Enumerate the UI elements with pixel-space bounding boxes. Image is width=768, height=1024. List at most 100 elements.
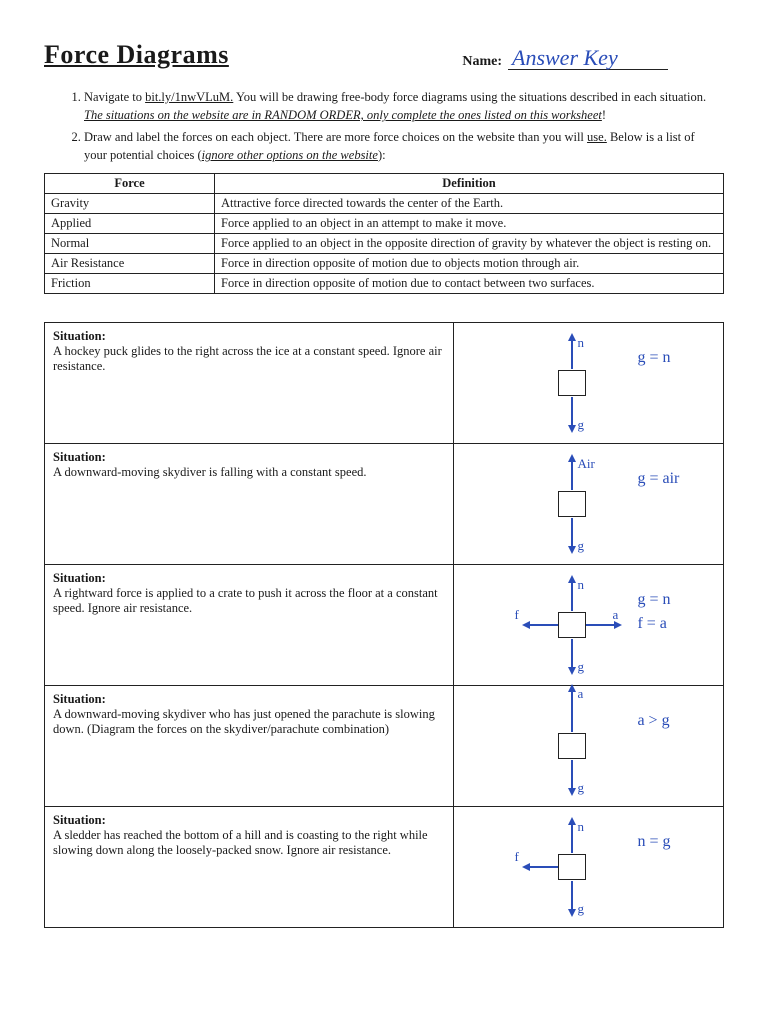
name-line: Answer Key	[508, 48, 668, 70]
situation-row: Situation:A sledder has reached the bott…	[45, 806, 724, 927]
def-force: Gravity	[45, 193, 215, 213]
arrow-label-down: g	[577, 417, 584, 433]
situation-label: Situation:	[53, 813, 445, 828]
arrow-label-left: f	[514, 607, 518, 623]
arrowhead-left	[522, 863, 530, 871]
equation-annotation: g = n	[637, 349, 670, 367]
arrow-up	[571, 581, 573, 611]
equation-annotation: g = air	[637, 470, 679, 488]
object-box	[558, 370, 586, 396]
diagram-cell: n g g = n	[454, 322, 724, 443]
def-definition: Attractive force directed towards the ce…	[215, 193, 724, 213]
name-field: Name: Answer Key	[462, 48, 668, 70]
arrow-down	[571, 518, 573, 548]
situation-text-cell: Situation:A rightward force is applied t…	[45, 564, 454, 685]
situation-description: A downward-moving skydiver is falling wi…	[53, 465, 445, 480]
instruction-1: Navigate to bit.ly/1nwVLuM. You will be …	[84, 88, 718, 124]
page-title: Force Diagrams	[44, 40, 229, 70]
object-box	[558, 733, 586, 759]
def-row: GravityAttractive force directed towards…	[45, 193, 724, 213]
situation-text-cell: Situation:A hockey puck glides to the ri…	[45, 322, 454, 443]
arrow-label-left: f	[514, 849, 518, 865]
arrow-down	[571, 760, 573, 790]
situation-text-cell: Situation:A downward-moving skydiver is …	[45, 443, 454, 564]
situation-description: A hockey puck glides to the right across…	[53, 344, 445, 374]
situation-label: Situation:	[53, 571, 445, 586]
def-definition: Force in direction opposite of motion du…	[215, 273, 724, 293]
situation-text-cell: Situation:A downward-moving skydiver who…	[45, 685, 454, 806]
object-box	[558, 612, 586, 638]
arrow-label-up: n	[577, 335, 584, 351]
arrowhead-down	[568, 425, 576, 433]
force-definition-table: Force Definition GravityAttractive force…	[44, 173, 724, 294]
arrowhead-up	[568, 454, 576, 462]
arrowhead-left	[522, 621, 530, 629]
object-box	[558, 854, 586, 880]
object-box	[558, 491, 586, 517]
def-row: AppliedForce applied to an object in an …	[45, 213, 724, 233]
arrowhead-down	[568, 667, 576, 675]
arrow-label-down: g	[577, 538, 584, 554]
diagram-cell: Air g g = air	[454, 443, 724, 564]
def-row: FrictionForce in direction opposite of m…	[45, 273, 724, 293]
arrow-label-down: g	[577, 659, 584, 675]
arrow-label-up: Air	[577, 456, 594, 472]
def-force: Air Resistance	[45, 253, 215, 273]
situation-label: Situation:	[53, 329, 445, 344]
situation-description: A downward-moving skydiver who has just …	[53, 707, 445, 737]
situation-label: Situation:	[53, 692, 445, 707]
arrow-right	[586, 624, 616, 626]
arrow-up	[571, 690, 573, 732]
situations-table: Situation:A hockey puck glides to the ri…	[44, 322, 724, 928]
name-label: Name:	[462, 54, 502, 70]
arrow-down	[571, 397, 573, 427]
free-body-diagram: Air g g = air	[462, 450, 715, 558]
title-row: Force Diagrams Name: Answer Key	[44, 40, 728, 70]
arrow-up	[571, 823, 573, 853]
arrow-label-down: g	[577, 901, 584, 917]
arrow-label-down: g	[577, 780, 584, 796]
arrow-left	[528, 866, 558, 868]
def-force: Friction	[45, 273, 215, 293]
arrow-label-up: n	[577, 819, 584, 835]
def-row: Air ResistanceForce in direction opposit…	[45, 253, 724, 273]
arrow-label-right: a	[612, 607, 618, 623]
answer-key-name: Answer Key	[512, 45, 618, 71]
def-row: NormalForce applied to an object in the …	[45, 233, 724, 253]
def-definition: Force in direction opposite of motion du…	[215, 253, 724, 273]
instructions-list: Navigate to bit.ly/1nwVLuM. You will be …	[84, 88, 718, 165]
def-header-definition: Definition	[215, 173, 724, 193]
arrowhead-up	[568, 684, 576, 692]
arrow-up	[571, 339, 573, 369]
equation-annotation: n = g	[637, 833, 670, 851]
diagram-cell: n g f n = g	[454, 806, 724, 927]
def-definition: Force applied to an object in the opposi…	[215, 233, 724, 253]
free-body-diagram: ngfag = nf = a	[462, 571, 715, 679]
equation-annotation: g = n	[637, 591, 670, 609]
def-force: Applied	[45, 213, 215, 233]
situation-row: Situation:A downward-moving skydiver who…	[45, 685, 724, 806]
diagram-cell: aga > g	[454, 685, 724, 806]
diagram-cell: ngfag = nf = a	[454, 564, 724, 685]
situation-row: Situation:A rightward force is applied t…	[45, 564, 724, 685]
arrowhead-down	[568, 546, 576, 554]
situation-row: Situation:A hockey puck glides to the ri…	[45, 322, 724, 443]
situation-description: A rightward force is applied to a crate …	[53, 586, 445, 616]
def-definition: Force applied to an object in an attempt…	[215, 213, 724, 233]
situation-text-cell: Situation:A sledder has reached the bott…	[45, 806, 454, 927]
free-body-diagram: aga > g	[462, 692, 715, 800]
arrow-up	[571, 460, 573, 490]
def-force: Normal	[45, 233, 215, 253]
arrow-left	[528, 624, 558, 626]
arrowhead-down	[568, 788, 576, 796]
arrowhead-up	[568, 817, 576, 825]
instruction-2: Draw and label the forces on each object…	[84, 128, 718, 164]
situation-row: Situation:A downward-moving skydiver is …	[45, 443, 724, 564]
situation-description: A sledder has reached the bottom of a hi…	[53, 828, 445, 858]
equation-annotation-2: f = a	[637, 615, 666, 633]
def-header-force: Force	[45, 173, 215, 193]
arrowhead-up	[568, 575, 576, 583]
situation-label: Situation:	[53, 450, 445, 465]
arrowhead-up	[568, 333, 576, 341]
arrowhead-down	[568, 909, 576, 917]
